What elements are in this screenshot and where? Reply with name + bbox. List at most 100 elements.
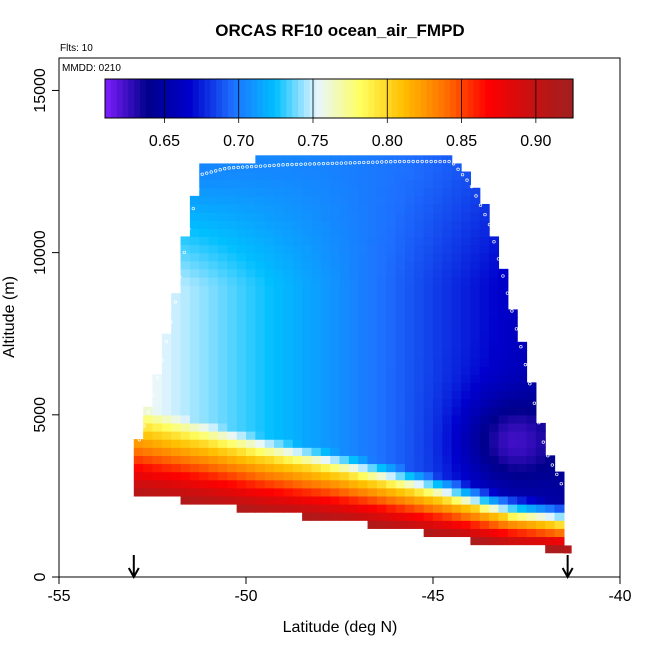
heatmap-cell — [451, 366, 462, 375]
heatmap-cell — [554, 479, 565, 489]
colorbar-swatch — [157, 79, 165, 118]
heatmap-cell — [358, 171, 369, 181]
heatmap-cell — [367, 285, 378, 294]
heatmap-cell — [461, 333, 471, 343]
heatmap-cell — [404, 187, 415, 197]
heatmap-cell — [255, 187, 266, 197]
heatmap-cell — [255, 504, 266, 513]
heatmap-cell — [264, 268, 275, 278]
heatmap-cell — [283, 236, 294, 246]
heatmap-cell — [367, 471, 378, 481]
heatmap-cell — [274, 163, 284, 173]
isolated-cell — [563, 545, 572, 554]
heatmap-cell — [470, 431, 481, 440]
heatmap-cell — [423, 293, 434, 302]
heatmap-cell — [423, 406, 434, 416]
heatmap-cell — [217, 406, 228, 416]
heatmap-cell — [386, 179, 397, 189]
heatmap-cell — [442, 212, 453, 221]
heatmap-cell — [461, 431, 471, 440]
heatmap-cell — [498, 439, 509, 448]
heatmap-cell — [414, 341, 425, 351]
heatmap-cell — [180, 463, 191, 473]
heatmap-cell — [386, 236, 397, 246]
heatmap-cell — [442, 268, 453, 278]
heatmap-cell — [433, 398, 443, 408]
heatmap-cell — [236, 455, 247, 465]
track-point — [321, 161, 326, 166]
heatmap-cell — [376, 212, 387, 221]
heatmap-cell — [461, 406, 471, 416]
heatmap-cell — [414, 268, 425, 278]
heatmap-cell — [386, 382, 397, 392]
heatmap-cell — [470, 495, 481, 505]
heatmap-cell — [386, 309, 397, 319]
heatmap-cell — [302, 195, 313, 205]
heatmap-cell — [358, 317, 369, 327]
heatmap-cell — [246, 495, 256, 505]
track-point — [312, 162, 317, 166]
track-point — [433, 159, 438, 164]
heatmap-cell — [358, 471, 369, 481]
heatmap-cell — [180, 358, 191, 367]
heatmap-cell — [255, 212, 266, 221]
heatmap-cell — [423, 520, 434, 529]
heatmap-cell — [386, 358, 397, 367]
heatmap — [133, 155, 572, 554]
heatmap-cell — [367, 252, 378, 262]
heatmap-cell — [302, 471, 313, 481]
heatmap-cell — [479, 520, 490, 529]
heatmap-cell — [367, 276, 378, 286]
heatmap-cell — [404, 431, 415, 440]
heatmap-cell — [433, 325, 443, 335]
heatmap-cell — [498, 479, 509, 489]
heatmap-cell — [423, 268, 434, 278]
heatmap-cell — [311, 236, 322, 246]
heatmap-cell — [376, 187, 387, 197]
heatmap-cell — [479, 244, 490, 254]
heatmap-cell — [404, 163, 415, 173]
heatmap-cell — [264, 414, 275, 424]
heatmap-cell — [423, 455, 434, 465]
track-point — [420, 159, 424, 164]
heatmap-cell — [283, 228, 294, 238]
heatmap-cell — [404, 406, 415, 416]
heatmap-cell — [414, 349, 425, 359]
heatmap-cell — [302, 260, 313, 270]
heatmap-cell — [217, 471, 228, 481]
heatmap-cell — [227, 171, 238, 181]
heatmap-cell — [189, 285, 200, 294]
heatmap-cell — [311, 358, 322, 367]
heatmap-cell — [376, 398, 387, 408]
heatmap-cell — [274, 487, 284, 497]
heatmap-cell — [189, 414, 200, 424]
heatmap-cell — [189, 495, 200, 505]
heatmap-cell — [367, 406, 378, 416]
heatmap-cell — [376, 252, 387, 262]
heatmap-cell — [451, 414, 462, 424]
heatmap-cell — [433, 228, 443, 238]
heatmap-cell — [217, 285, 228, 294]
heatmap-cell — [320, 309, 331, 319]
heatmap-cell — [199, 268, 210, 278]
heatmap-cell — [367, 244, 378, 254]
heatmap-cell — [358, 325, 369, 335]
colorbar-swatch — [344, 79, 352, 118]
heatmap-cell — [376, 374, 387, 383]
heatmap-cell — [189, 422, 200, 432]
heatmap-cell — [236, 212, 247, 221]
heatmap-cell — [423, 495, 434, 505]
heatmap-cell — [404, 195, 415, 205]
heatmap-cell — [311, 252, 322, 262]
heatmap-cell — [320, 276, 331, 286]
heatmap-cell — [320, 268, 331, 278]
heatmap-cell — [292, 228, 303, 238]
heatmap-cell — [161, 447, 172, 456]
heatmap-cell — [386, 301, 397, 310]
heatmap-cell — [545, 455, 556, 465]
heatmap-cell — [442, 487, 453, 497]
heatmap-cell — [414, 228, 425, 238]
heatmap-cell — [189, 228, 200, 238]
heatmap-cell — [246, 414, 256, 424]
track-point — [510, 309, 514, 313]
